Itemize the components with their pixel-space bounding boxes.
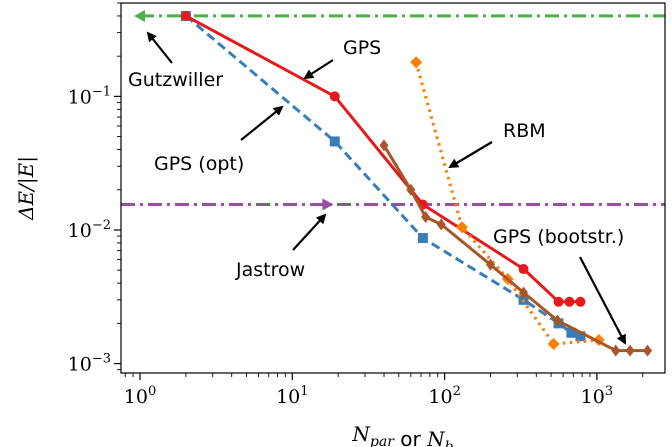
y-tick-label: 10−1 [68, 84, 111, 108]
x-tick-label: 101 [276, 384, 308, 408]
y-tick-label: 10−2 [68, 218, 111, 242]
series-layer [121, 9, 665, 357]
annotation-gutzwiller: Gutzwiller [128, 69, 223, 91]
data-point-gps-bootstr [436, 218, 446, 231]
series-line-gps-opt [184, 14, 582, 338]
data-point-jastrow [322, 198, 334, 211]
y-axis-label: ΔE/|E| [14, 156, 39, 221]
data-point-rbm [410, 56, 423, 69]
data-point-gps-opt [575, 331, 586, 342]
data-point-rbm [547, 338, 560, 351]
data-point-gps [575, 296, 586, 307]
x-axis-label: Npar or Nb [351, 422, 453, 447]
data-point-rbm [455, 221, 468, 234]
data-point-gps-opt [329, 136, 340, 147]
data-point-gps-bootstr [519, 286, 529, 299]
plot-frame [120, 2, 666, 374]
arrow-rbm [448, 141, 493, 169]
arrow-gps [303, 59, 334, 80]
series-line-gps-bootstr [382, 144, 648, 353]
annotation-jastrow: Jastrow [235, 259, 305, 281]
arrow-gps-opt [240, 105, 284, 141]
data-point-gps [564, 296, 575, 307]
x-tick-label: 103 [581, 384, 613, 408]
annotation-gps-opt: GPS (opt) [154, 153, 244, 175]
annotation-gps: GPS [343, 37, 381, 59]
annotation-rbm: RBM [503, 120, 546, 142]
x-tick-label: 100 [124, 384, 156, 408]
arrow-jastrow [292, 213, 327, 251]
tick-layer: 100 101 102 103 10−3 10−2 10−1 [68, 2, 644, 408]
series-gps [180, 10, 586, 307]
data-point-gutzwiller [134, 9, 146, 22]
data-point-gps-opt [417, 233, 428, 244]
annotation-layer: Gutzwiller GPS GPS (opt) RBM Jastrow GPS (boo… [128, 31, 626, 345]
y-tick-label: 10−3 [68, 352, 111, 376]
data-point-gps [553, 296, 564, 307]
data-point-gps [329, 91, 340, 102]
annotation-gps-bootstr: GPS (bootstr.) [493, 226, 624, 248]
data-point-gps-bootstr [379, 139, 389, 152]
data-point-gps-bootstr [406, 183, 416, 196]
x-tick-label: 102 [428, 384, 460, 408]
series-gutzwiller [134, 9, 665, 22]
series-gps-bootstr [379, 139, 653, 357]
data-point-gps-bootstr [552, 314, 562, 327]
data-point-gps [518, 264, 529, 275]
data-point-gps [180, 10, 191, 21]
data-point-gps-bootstr [611, 344, 621, 357]
data-point-gps-bootstr [625, 344, 635, 357]
data-point-gps-bootstr [485, 258, 495, 271]
arrow-gps-bootstr [579, 256, 626, 345]
data-point-gps-opt [566, 327, 577, 338]
arrow-gutzwiller [146, 31, 173, 64]
data-point-gps-bootstr [421, 211, 431, 224]
axis-label-layer: Npar or Nb ΔE/|E| [14, 156, 454, 447]
data-point-gps-bootstr [643, 344, 653, 357]
